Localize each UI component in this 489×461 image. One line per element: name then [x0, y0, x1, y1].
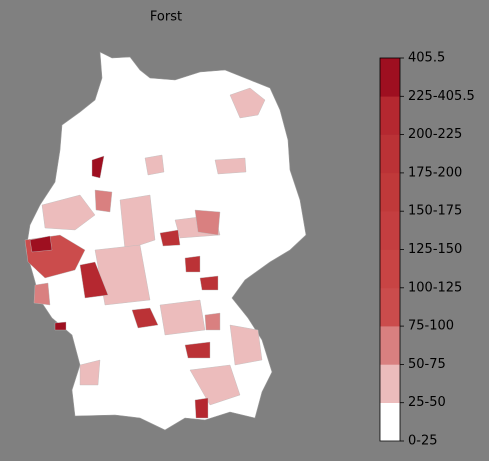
colorbar-segment	[380, 58, 400, 97]
colorbar-segment	[380, 364, 400, 403]
colorbar-tick-label: 200-225	[408, 127, 462, 142]
map	[24, 51, 307, 431]
colorbar-tick-label: 405.5	[408, 51, 445, 66]
colorbar-tick-label: 0-25	[408, 434, 438, 449]
colorbar-tick-label: 100-125	[408, 280, 462, 295]
shaded-regions	[24, 87, 266, 419]
colorbar-tick-label: 50-75	[408, 357, 446, 372]
colorbar-tick-label: 125-150	[408, 242, 462, 257]
colorbar-segment	[380, 211, 400, 250]
colorbar-segment	[380, 402, 400, 442]
colorbar-tick-label: 225-405.5	[408, 89, 475, 104]
colorbar-tick-label: 175-200	[408, 165, 462, 180]
colorbar-segment	[380, 96, 400, 135]
colorbar: 0-25 25-50 50-75 75-100 100-125 125-150 150-17…	[379, 51, 475, 449]
colorbar-segment	[380, 326, 400, 365]
colorbar-segment	[380, 134, 400, 174]
colorbar-segment	[380, 249, 400, 289]
colorbar-tick-label: 150-175	[408, 204, 462, 219]
colorbar-tick-label: 75-100	[408, 319, 454, 334]
colorbar-segment	[380, 287, 400, 327]
colorbar-segment	[380, 172, 400, 212]
map-title: Forst	[150, 10, 182, 25]
colorbar-tick-label: 25-50	[408, 395, 446, 410]
